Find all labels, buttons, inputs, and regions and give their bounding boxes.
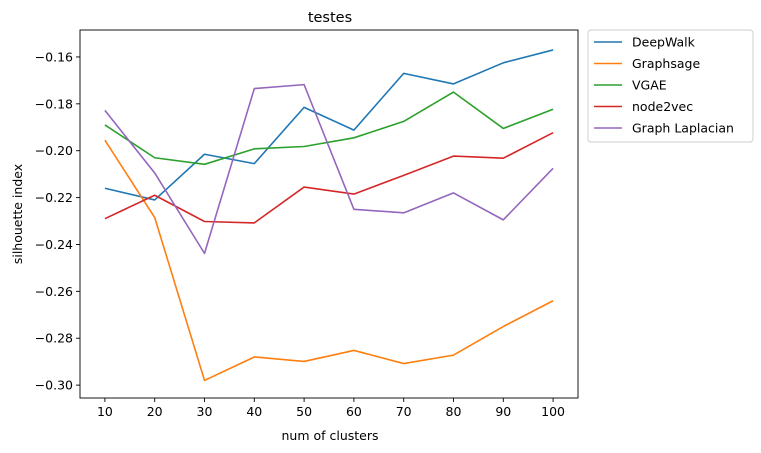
- y-tick-label: −0.28: [35, 331, 73, 346]
- y-tick-label: −0.20: [35, 143, 73, 158]
- x-tick-label: 50: [296, 404, 312, 419]
- series-line-graphsage: [104, 139, 554, 382]
- x-tick-label: 40: [246, 404, 262, 419]
- y-tick-label: −0.24: [35, 237, 73, 252]
- series-line-vgae: [104, 91, 554, 166]
- y-tick-label: −0.16: [35, 49, 73, 64]
- y-tick-label: −0.22: [35, 190, 73, 205]
- series-line-deepwalk: [104, 49, 554, 201]
- y-tick-label: −0.26: [35, 284, 73, 299]
- series-line-graph-laplacian: [104, 83, 554, 255]
- legend-label: DeepWalk: [632, 35, 696, 50]
- y-axis: −0.30 −0.28 −0.26 −0.24 −0.22 −0.20 −0.18 −0.16: [35, 49, 80, 393]
- chart-title: testes: [308, 10, 352, 26]
- legend-label: Graph Laplacian: [632, 121, 734, 136]
- x-tick-label: 60: [346, 404, 362, 419]
- x-tick-label: 90: [495, 404, 511, 419]
- legend-label: node2vec: [632, 99, 693, 114]
- x-axis: 10 20 30 40 50 60 70 80 90 100: [97, 398, 565, 419]
- legend: DeepWalk Graphsage VGAE node2vec Graph Lapla…: [587, 29, 754, 143]
- x-tick-label: 30: [197, 404, 213, 419]
- y-tick-label: −0.30: [35, 378, 73, 393]
- x-tick-label: 10: [97, 404, 113, 419]
- plot-area: [79, 29, 579, 399]
- legend-label: VGAE: [632, 78, 667, 93]
- y-tick-label: −0.18: [35, 96, 73, 111]
- series-line-node2vec: [104, 131, 554, 224]
- series-lines: [104, 49, 554, 382]
- x-tick-label: 70: [396, 404, 412, 419]
- x-axis-label: num of clusters: [281, 428, 378, 443]
- x-tick-label: 80: [446, 404, 462, 419]
- x-tick-label: 20: [147, 404, 163, 419]
- legend-label: Graphsage: [632, 56, 700, 71]
- y-axis-label: silhouette index: [10, 164, 25, 264]
- legend-frame: [587, 29, 754, 143]
- x-tick-label: 100: [541, 404, 565, 419]
